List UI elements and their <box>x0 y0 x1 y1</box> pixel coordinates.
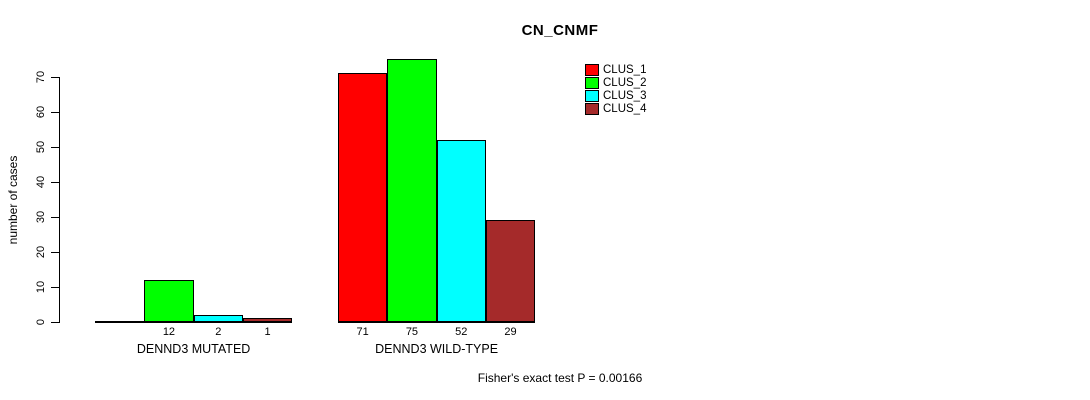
bar-value-label: 2 <box>215 326 222 338</box>
y-axis-line <box>59 77 60 323</box>
bar-CLUS_3 <box>436 140 486 322</box>
bar-CLUS_4 <box>242 318 293 322</box>
group-baseline <box>95 321 293 323</box>
y-tick-label: 70 <box>35 70 47 84</box>
y-tick <box>51 147 59 148</box>
legend-swatch-CLUS_4 <box>585 103 599 115</box>
y-tick-label: 30 <box>35 210 47 224</box>
bar-value-label: 71 <box>356 326 369 338</box>
legend-label: CLUS_1 <box>603 64 647 76</box>
y-tick <box>51 182 59 183</box>
bar-CLUS_2 <box>387 59 437 322</box>
bar-value-label: 52 <box>455 326 468 338</box>
group-baseline <box>338 321 536 323</box>
bar-CLUS_3 <box>193 315 243 322</box>
y-tick <box>51 112 59 113</box>
y-tick <box>51 77 59 78</box>
y-tick-label: 50 <box>35 140 47 154</box>
y-tick-label: 0 <box>35 318 47 326</box>
y-tick-label: 60 <box>35 105 47 119</box>
chart-title: CN_CNMF <box>521 22 599 39</box>
footer-stat-text: Fisher's exact test P = 0.00166 <box>477 371 643 385</box>
legend-label: CLUS_2 <box>603 77 647 89</box>
legend-swatch-CLUS_2 <box>585 77 599 89</box>
legend-label: CLUS_4 <box>603 103 647 115</box>
legend-swatch-CLUS_1 <box>585 64 599 76</box>
bar-CLUS_2 <box>144 280 194 322</box>
bar-value-label: 1 <box>264 326 271 338</box>
bar-value-label: 75 <box>405 326 419 338</box>
bar-CLUS_4 <box>485 220 536 322</box>
y-tick-label: 20 <box>35 245 47 259</box>
legend-label: CLUS_3 <box>603 90 647 102</box>
group-label: DENND3 WILD-TYPE <box>375 342 499 356</box>
y-tick <box>51 217 59 218</box>
y-axis-label: number of cases <box>6 155 20 245</box>
legend-swatch-CLUS_3 <box>585 90 599 102</box>
bar-value-label: 29 <box>504 326 517 338</box>
bar-value-label: 12 <box>162 326 176 338</box>
bar-CLUS_1 <box>338 73 388 322</box>
y-tick <box>51 252 59 253</box>
y-tick-label: 10 <box>35 280 47 294</box>
group-label: DENND3 MUTATED <box>136 342 251 356</box>
y-tick-label: 40 <box>35 175 47 189</box>
y-tick <box>51 322 59 323</box>
y-tick <box>51 287 59 288</box>
